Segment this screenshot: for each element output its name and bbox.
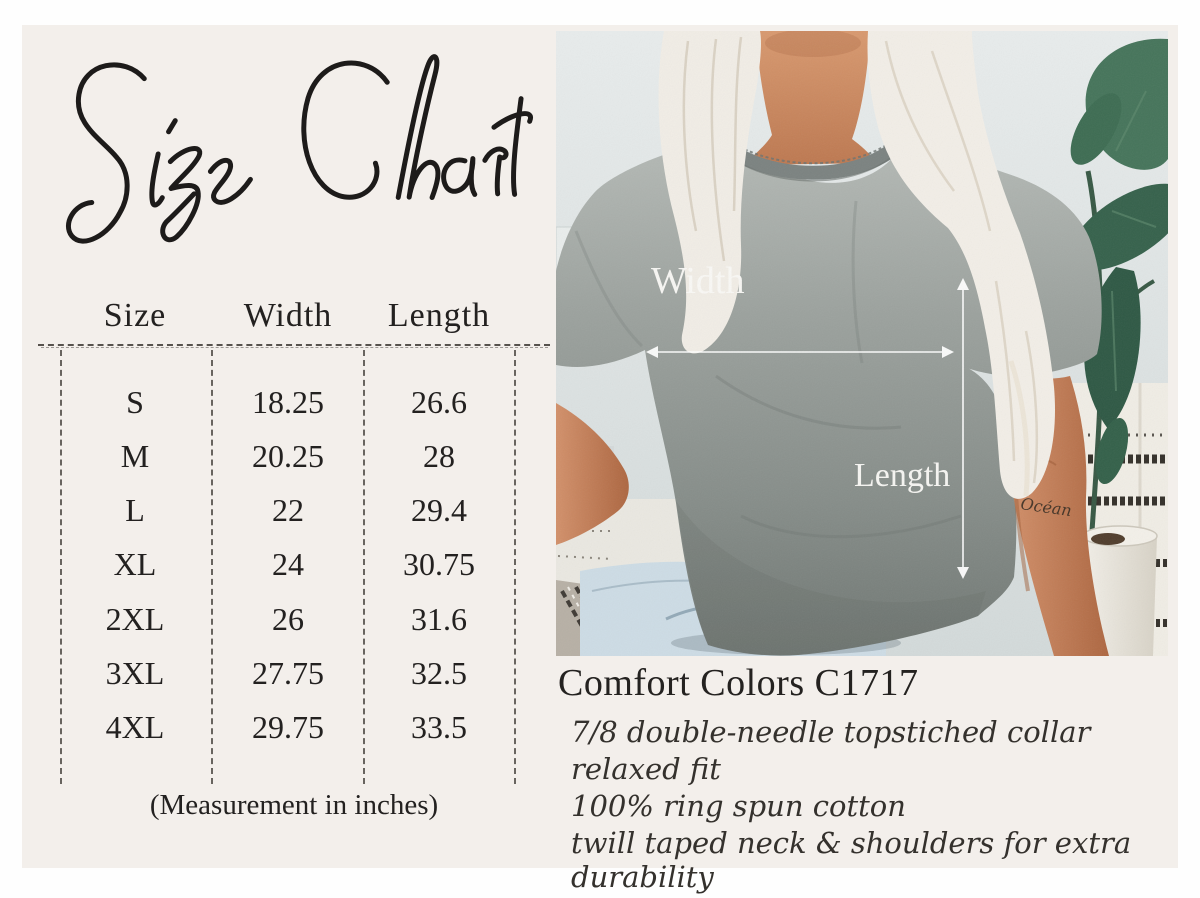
table-row: S 18.25 26.6 <box>38 375 550 429</box>
length-cell: 29.4 <box>411 492 467 528</box>
table-grid-line <box>60 350 62 784</box>
table-row: 2XL 26 31.6 <box>38 592 550 646</box>
column-header-width: Width <box>243 297 333 334</box>
width-cell: 24 <box>272 546 304 582</box>
table-row: L 22 29.4 <box>38 483 550 537</box>
column-header-size: Size <box>103 297 167 334</box>
product-feature: relaxed fit <box>571 752 721 786</box>
product-feature: 100% ring spun cotton <box>571 789 906 823</box>
length-cell: 31.6 <box>411 601 467 637</box>
size-chart-script-title <box>65 54 533 244</box>
size-cell: XL <box>113 546 157 582</box>
size-cell: 4XL <box>105 709 165 745</box>
size-cell: 2XL <box>105 601 165 637</box>
width-cell: 20.25 <box>252 438 324 474</box>
length-cell: 26.6 <box>411 384 467 420</box>
measurement-note: (Measurement in inches) <box>149 789 439 821</box>
size-cell: L <box>125 492 145 528</box>
table-row: XL 24 30.75 <box>38 537 550 591</box>
length-cell: 30.75 <box>403 546 475 582</box>
table-row: 4XL 29.75 33.5 <box>38 700 550 754</box>
width-cell: 26 <box>272 601 304 637</box>
table-grid-line <box>363 350 365 784</box>
table-row: M 20.25 28 <box>38 429 550 483</box>
size-cell: S <box>126 384 144 420</box>
width-cell: 22 <box>272 492 304 528</box>
page-title-text: Size Chart <box>22 25 23 26</box>
length-cell: 33.5 <box>411 709 467 745</box>
length-cell: 28 <box>423 438 455 474</box>
table-grid-line <box>514 350 516 784</box>
width-cell: 27.75 <box>252 655 324 691</box>
product-photo: Océan <box>556 31 1168 656</box>
size-cell: M <box>120 438 150 474</box>
width-cell: 29.75 <box>252 709 324 745</box>
table-row: 3XL 27.75 32.5 <box>38 646 550 700</box>
column-header-length: Length <box>387 297 491 334</box>
product-feature: 7/8 double-needle topstiched collar <box>571 715 1091 749</box>
table-grid-line <box>211 350 213 784</box>
length-cell: 32.5 <box>411 655 467 691</box>
product-name: Comfort Colors C1717 <box>558 662 919 704</box>
product-feature: twill taped neck & shoulders for extra d… <box>571 826 1132 894</box>
size-cell: 3XL <box>105 655 165 691</box>
content-panel: Size Chart Size Width Length <box>22 25 1178 894</box>
width-cell: 18.25 <box>252 384 324 420</box>
grain-overlay <box>556 31 1168 656</box>
table-header-rule <box>38 344 550 348</box>
